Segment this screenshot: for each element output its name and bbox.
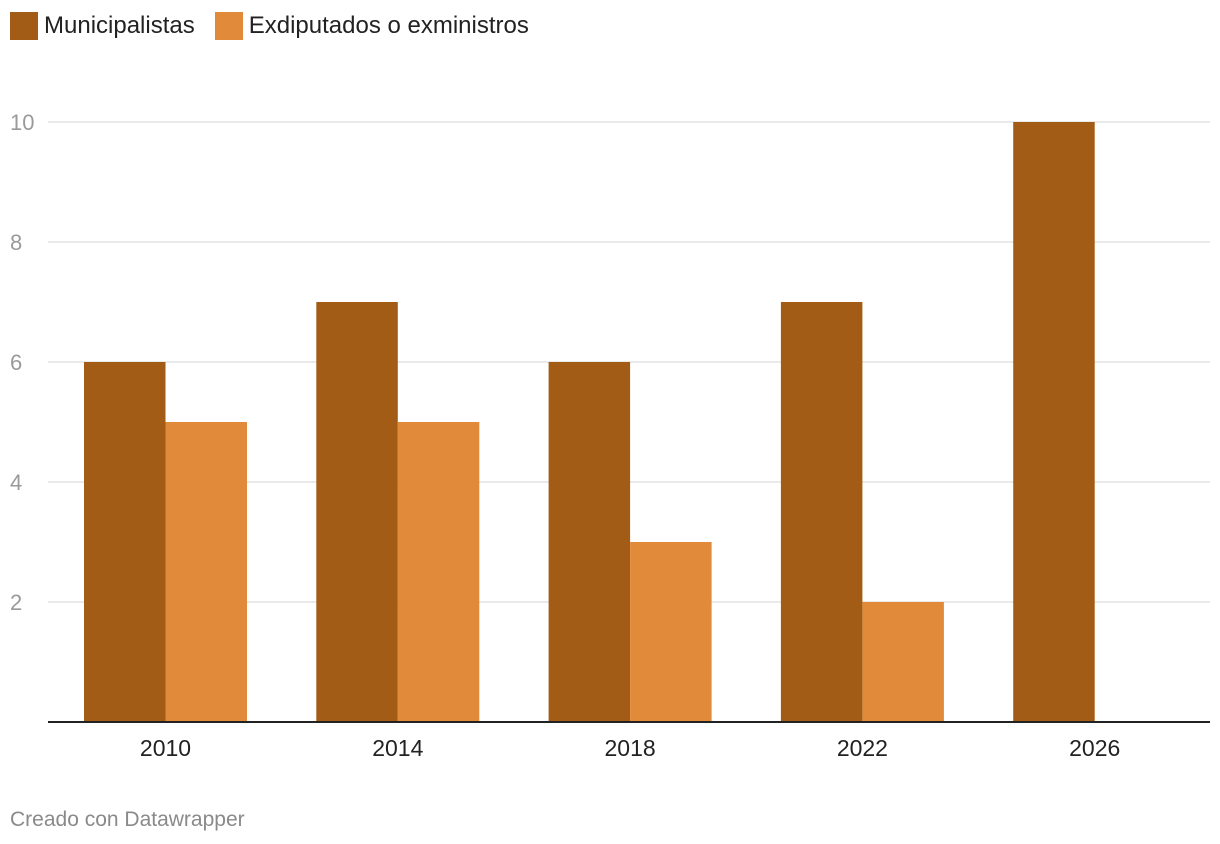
bar-exdiputados-2010: [165, 422, 247, 722]
x-tick-label-2026: 2026: [1069, 735, 1120, 761]
bar-municipalistas-2026: [1013, 122, 1095, 722]
y-tick-label-4: 4: [10, 470, 22, 495]
bar-municipalistas-2014: [316, 302, 398, 722]
bar-exdiputados-2014: [397, 422, 480, 722]
footer-credit: Creado con Datawrapper: [10, 808, 245, 831]
y-tick-label-10: 10: [10, 110, 34, 135]
y-tick-label-2: 2: [10, 590, 22, 615]
y-tick-label-6: 6: [10, 350, 22, 375]
x-tick-label-2018: 2018: [605, 735, 656, 761]
legend-item-exdiputados: Exdiputados o exministros: [214, 12, 529, 40]
bar-exdiputados-2022: [862, 602, 944, 722]
bar-municipalistas-2018: [548, 362, 631, 722]
y-tick-label-8: 8: [10, 230, 22, 255]
x-tick-label-2010: 2010: [140, 735, 191, 761]
legend-swatch-exdiputados: [214, 12, 243, 40]
bar-chart: 2 4 6 8 10 2010 2014 2018 2022 2026: [10, 110, 1210, 761]
x-tick-label-2022: 2022: [837, 735, 888, 761]
legend-swatch-municipalistas: [10, 12, 38, 40]
legend-label-municipalistas: Municipalistas: [44, 12, 195, 39]
x-tick-label-2014: 2014: [372, 735, 423, 761]
legend-label-exdiputados: Exdiputados o exministros: [248, 12, 529, 39]
chart-legend: Municipalistas Exdiputados o exministros: [10, 12, 549, 40]
legend-item-municipalistas: Municipalistas: [10, 12, 195, 40]
bar-municipalistas-2010: [84, 362, 166, 722]
bar-exdiputados-2018: [630, 542, 712, 722]
bar-municipalistas-2022: [780, 302, 863, 722]
